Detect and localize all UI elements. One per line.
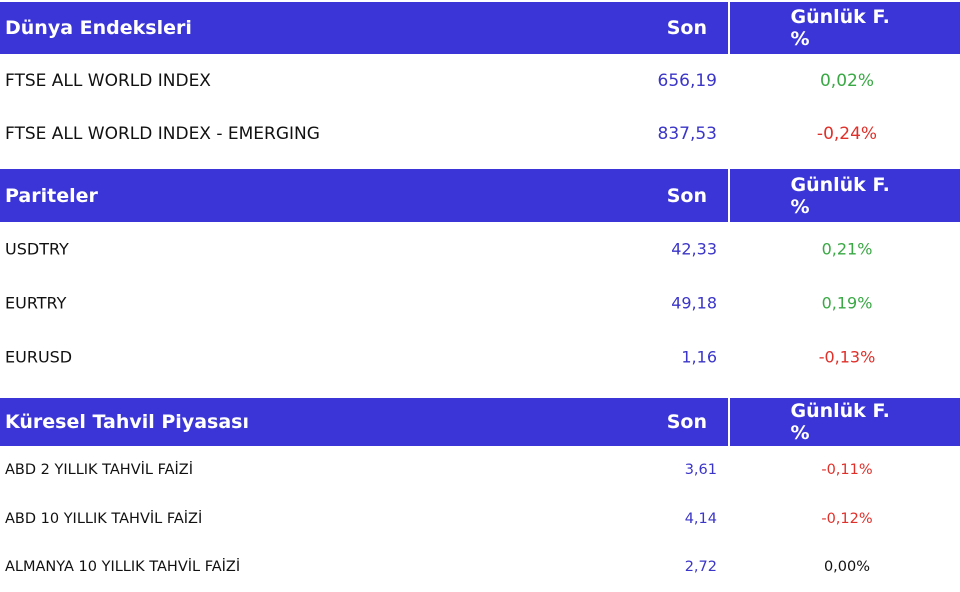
last-value: 3,61 [684,462,717,479]
column-header: Günlük F. % [790,400,890,444]
instrument-name: USDTRY [5,239,69,259]
section-title: Pariteler [5,184,98,207]
last-value: 2,72 [684,559,717,576]
column-header: Son [666,184,707,207]
section-header: Dünya Endeksleri Son Günlük F. % [0,2,960,54]
daily-change: -0,11% [821,462,873,479]
last-value: 656,19 [657,70,717,91]
column-header: Son [666,17,707,39]
daily-change: -0,24% [816,123,878,144]
instrument-name: ALMANYA 10 YILLIK TAHVİL FAİZİ [5,559,241,576]
table-row: FTSE ALL WORLD INDEX - EMERGING 837,53 -0,… [0,107,960,160]
table-row: ABD 10 YILLIK TAHVİL FAİZİ 4,14 -0,12% [0,495,960,544]
daily-change: 0,02% [819,70,875,91]
table-row: EURUSD 1,16 -0,13% [0,330,960,384]
table-row: FTSE ALL WORLD INDEX 656,19 0,02% [0,54,960,107]
instrument-name: ABD 10 YILLIK TAHVİL FAİZİ [5,510,203,527]
last-value: 42,33 [671,239,717,259]
column-header: Günlük F. % [790,173,890,218]
daily-change: 0,21% [821,239,873,259]
section-header: Pariteler Son Günlük F. % [0,169,960,222]
section-header: Küresel Tahvil Piyasası Son Günlük F. % [0,398,960,446]
table-row: ALMANYA 10 YILLIK TAHVİL FAİZİ 2,72 0,00% [0,543,960,592]
daily-change: -0,12% [821,510,873,527]
table-row: USDTRY 42,33 0,21% [0,222,960,276]
section-title: Küresel Tahvil Piyasası [5,411,249,433]
daily-change: 0,00% [823,559,871,576]
table-row: ABD 2 YILLIK TAHVİL FAİZİ 3,61 -0,11% [0,446,960,495]
last-value: 4,14 [684,510,717,527]
separator [728,398,730,446]
daily-change: -0,13% [818,347,876,367]
section-title: Dünya Endeksleri [5,17,192,39]
instrument-name: EURTRY [5,293,67,313]
instrument-name: FTSE ALL WORLD INDEX [5,70,211,91]
column-header: Son [666,411,707,433]
table-row: EURTRY 49,18 0,19% [0,276,960,330]
column-header: Günlük F. % [790,6,890,50]
last-value: 837,53 [657,123,717,144]
separator [728,2,730,54]
last-value: 1,16 [681,347,717,367]
instrument-name: FTSE ALL WORLD INDEX - EMERGING [5,123,320,144]
instrument-name: ABD 2 YILLIK TAHVİL FAİZİ [5,462,194,479]
last-value: 49,18 [671,293,717,313]
separator [728,169,730,222]
instrument-name: EURUSD [5,347,73,367]
daily-change: 0,19% [821,293,873,313]
